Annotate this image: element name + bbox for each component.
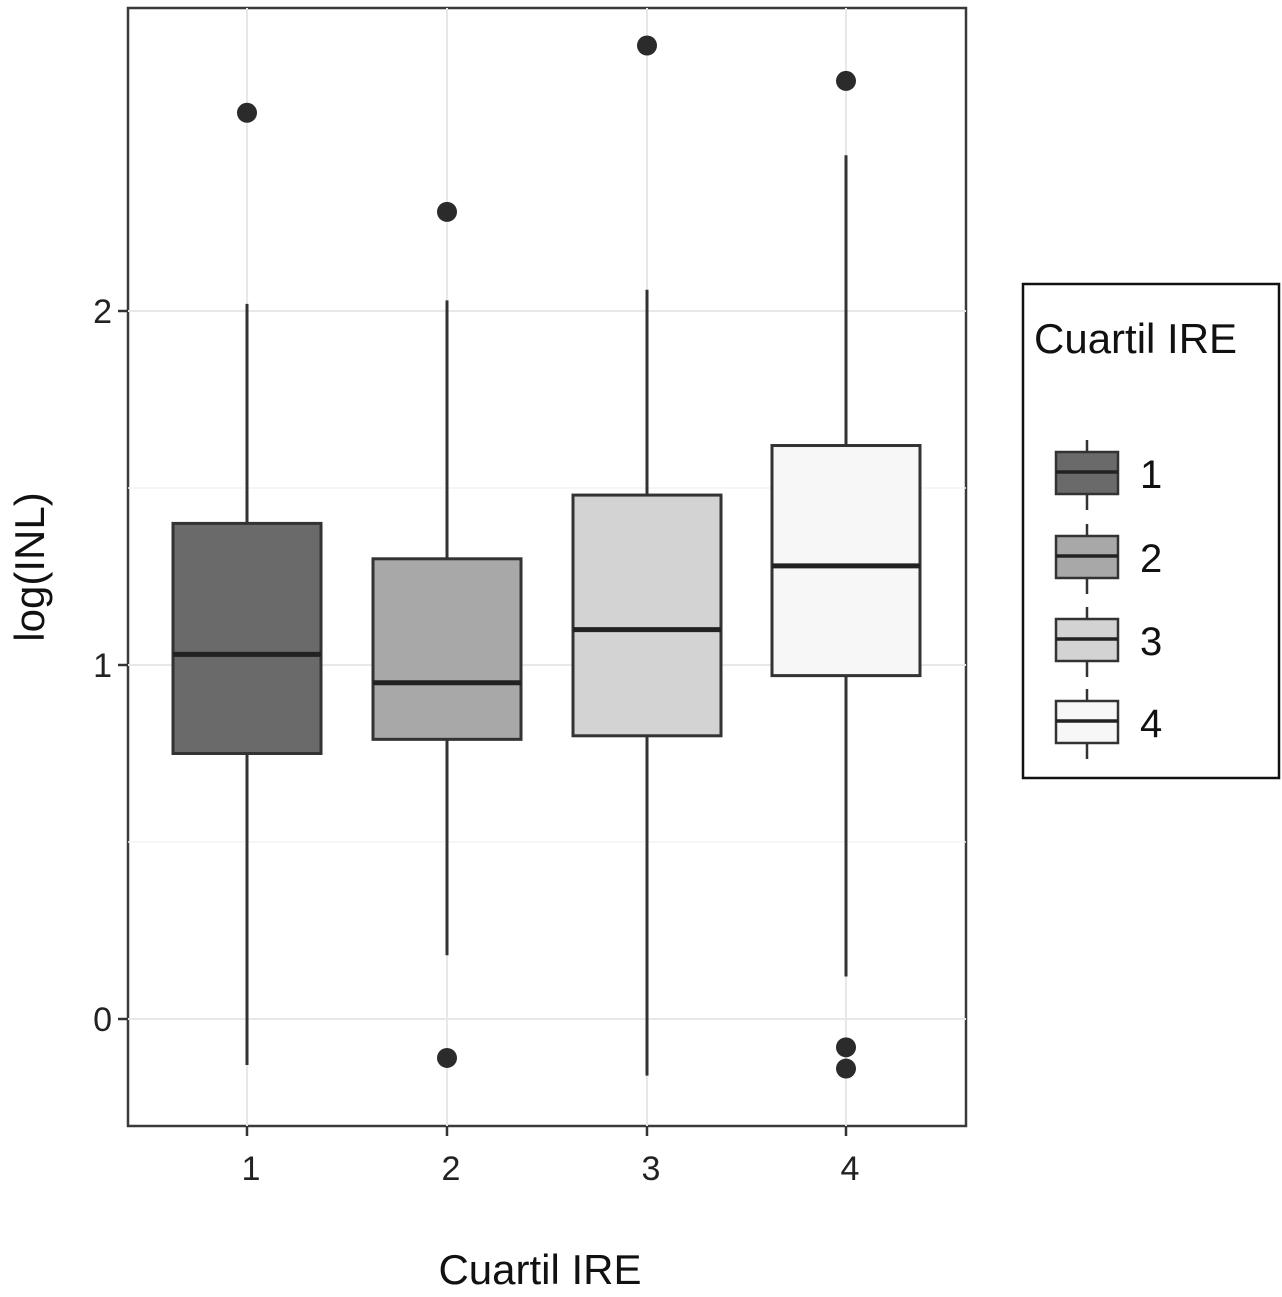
legend-keys: 1 2 3 4	[1054, 440, 1162, 759]
box-series	[171, 35, 922, 1079]
legend-label: 4	[1140, 702, 1162, 746]
box-group-1	[171, 102, 323, 1066]
outlier-point-2	[437, 1047, 457, 1068]
legend: Cuartil IRE 1 2 3 4	[1021, 282, 1281, 780]
legend-label: 2	[1140, 537, 1162, 581]
outlier-point-4	[836, 1037, 856, 1058]
legend-title: Cuartil IRE	[1034, 315, 1237, 362]
outlier-point-4	[836, 1058, 856, 1079]
outlier-point-2	[437, 201, 457, 222]
y-axis-ticks: 0 1 2	[93, 293, 128, 1039]
y-tick-label: 0	[93, 1001, 112, 1039]
outlier-point-4	[836, 70, 856, 91]
y-tick-label: 1	[93, 647, 112, 685]
legend-label: 1	[1140, 453, 1162, 497]
box-group-2	[371, 201, 523, 1068]
x-tick-label: 2	[442, 1150, 461, 1188]
x-tick-label: 4	[841, 1150, 860, 1188]
box-4	[770, 444, 922, 678]
y-axis-title: log(INL)	[6, 492, 53, 641]
legend-key-2: 2	[1054, 524, 1162, 594]
legend-label: 3	[1140, 620, 1162, 664]
box-group-3	[571, 35, 723, 1076]
outlier-point-1	[237, 102, 257, 123]
box-1	[171, 521, 323, 756]
outlier-point-3	[637, 35, 657, 56]
box-group-4	[770, 70, 922, 1079]
box-3	[571, 493, 723, 738]
x-tick-label: 1	[242, 1150, 261, 1188]
x-axis-ticks: 1 2 3 4	[242, 1126, 860, 1188]
legend-frame	[1021, 282, 1281, 780]
x-tick-label: 3	[642, 1150, 661, 1188]
legend-key-1: 1	[1054, 440, 1162, 510]
x-axis-title: Cuartil IRE	[438, 1246, 641, 1293]
box-2	[371, 557, 523, 741]
legend-key-4: 4	[1054, 689, 1162, 759]
y-tick-label: 2	[93, 293, 112, 331]
legend-key-3: 3	[1054, 607, 1162, 677]
